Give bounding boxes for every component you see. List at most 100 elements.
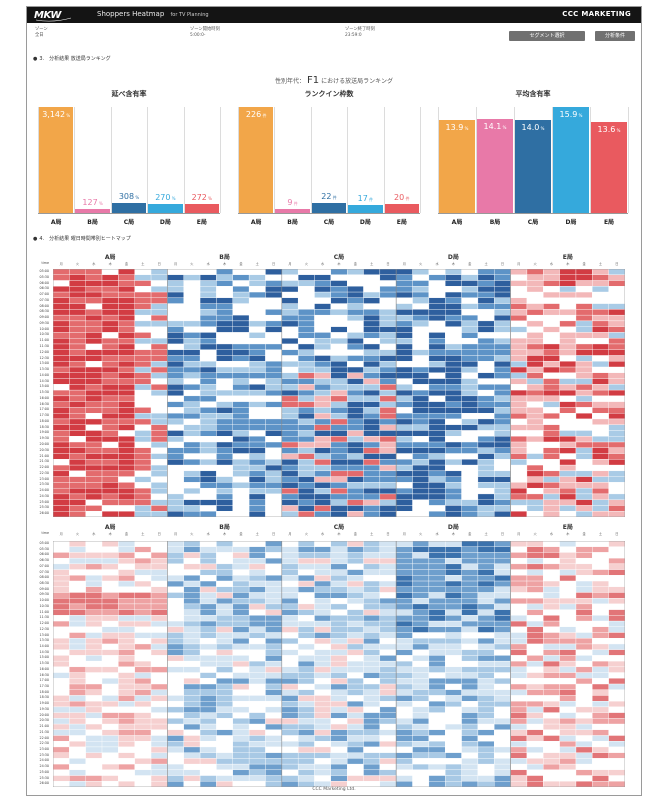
heatmap-time-label: 24:00 <box>39 758 49 763</box>
bar-D局[interactable] <box>348 205 383 213</box>
heatmap-day-label: 水 <box>92 262 96 266</box>
heatmap-time-label: 15:00 <box>39 384 49 389</box>
heatmap-time-label: 19:30 <box>39 436 49 441</box>
heatmap-day-label: 土 <box>598 532 603 536</box>
chart-gridline <box>238 107 239 213</box>
chart-gridline <box>383 107 385 213</box>
heatmap-day-label: 水 <box>206 532 210 536</box>
segment-select-button[interactable]: セグメント選択 <box>509 31 585 41</box>
heatmap-day-label: 日 <box>500 532 504 536</box>
bar-B局[interactable] <box>75 208 110 213</box>
heatmap-time-label: 05:00 <box>39 269 49 273</box>
heatmap-time-label: 17:30 <box>39 413 49 418</box>
heatmap-day-label: 水 <box>92 532 96 536</box>
heatmap-day-label: 水 <box>206 262 210 266</box>
heatmap-grid[interactable] <box>53 541 625 787</box>
heatmap-time-label: 26:00 <box>39 781 49 786</box>
heatmap-station-title: A局 <box>104 524 116 531</box>
heatmap-day-label: 金 <box>353 532 357 536</box>
bar-C局[interactable] <box>111 202 147 213</box>
heatmap-time-label: 06:30 <box>39 558 49 563</box>
heatmap-day-label: 木 <box>451 532 455 536</box>
chart-gridline <box>552 107 553 213</box>
heatmap-station-title: C局 <box>333 254 345 261</box>
bar-A局[interactable] <box>439 120 475 213</box>
heatmap-time-label: 21:00 <box>39 724 49 729</box>
heatmap-grid[interactable] <box>53 269 625 517</box>
heatmap-time-label: 15:00 <box>39 655 49 660</box>
heatmap-time-label: 14:00 <box>39 372 49 377</box>
heatmap-time-label: 06:00 <box>39 280 49 285</box>
bar-D局[interactable] <box>148 203 183 213</box>
heatmap-time-header: time <box>41 261 49 265</box>
heatmap-day-label: 木 <box>337 262 341 266</box>
heatmap-time-label: 10:00 <box>39 598 49 603</box>
zone-value: 全日 <box>35 33 44 38</box>
heatmap-time-label: 23:30 <box>39 752 49 757</box>
section3-heading: ● 3. 分析結果 放送局ランキング <box>33 55 111 62</box>
heatmap-time-label: 08:00 <box>39 575 49 580</box>
heatmap-time-label: 14:00 <box>39 643 49 648</box>
bar-value-label: 308 % <box>118 191 140 201</box>
heatmap-day-label: 金 <box>239 262 243 266</box>
heatmap-time-label: 26:00 <box>39 511 49 516</box>
bar-value-label: 14.0 % <box>521 122 545 132</box>
bar-B局[interactable] <box>275 208 310 213</box>
bar-D局[interactable] <box>553 107 589 213</box>
chart-gridline <box>147 107 149 213</box>
heatmap-time-header: time <box>41 531 49 535</box>
category-label: A局 <box>250 219 262 226</box>
bar-C局[interactable] <box>515 119 551 213</box>
zone-end-label: ゾーン終了時刻 <box>345 27 375 32</box>
bar-E局[interactable] <box>591 122 627 213</box>
heatmap-time-label: 22:00 <box>39 465 49 470</box>
heatmap-station-title: E局 <box>562 524 573 531</box>
bar-E局[interactable] <box>384 203 419 213</box>
heatmap-time-label: 17:00 <box>39 678 49 683</box>
chart-title: ランクイン枠数 <box>304 90 354 98</box>
analysis-conditions-button[interactable]: 分析条件 <box>595 31 635 41</box>
heatmap-time-label: 10:00 <box>39 326 49 331</box>
heatmap-time-label: 17:30 <box>39 684 49 689</box>
heatmap-day-label: 土 <box>598 262 603 266</box>
category-label: E局 <box>396 219 407 226</box>
bar-B局[interactable] <box>477 119 513 213</box>
zone-filter[interactable]: ゾーン 全日 <box>35 27 48 39</box>
heatmap-day-label: 金 <box>124 532 129 536</box>
heatmap-day-label: 金 <box>582 532 586 536</box>
heatmap-time-label: 16:00 <box>39 395 49 400</box>
heatmap-time-label: 20:00 <box>39 712 49 717</box>
zone-start-filter[interactable]: ゾーン開始時刻 5:00:0- <box>190 27 220 39</box>
heatmap-time-label: 20:00 <box>39 442 49 447</box>
zone-start-label: ゾーン開始時刻 <box>190 27 220 32</box>
heatmap-day-label: 土 <box>255 262 259 266</box>
heatmap-time-label: 15:30 <box>39 390 49 395</box>
brand-logo: CCC MARKETING <box>562 10 631 18</box>
heatmap-time-label: 07:30 <box>39 569 49 574</box>
bar-value-label: 17 件 <box>357 194 374 204</box>
heatmap-day-label: 火 <box>304 532 308 536</box>
bar-value-label: 272 % <box>191 192 212 202</box>
heatmap-time-label: 12:00 <box>39 621 49 626</box>
bar-E局[interactable] <box>184 203 219 213</box>
report-page: MKW Shoppers Heatmap for TV Planning CCC… <box>26 6 642 796</box>
heatmap-day-label: 火 <box>419 262 423 266</box>
chart-gridline <box>74 107 76 213</box>
section4-heading: ● 4. 分析結果 曜日時間帯別ヒートマップ <box>33 235 131 242</box>
heatmap-time-label: 08:30 <box>39 581 49 586</box>
heatmap-time-label: 16:00 <box>39 666 49 671</box>
chart-baseline <box>238 213 420 214</box>
bar-A局[interactable] <box>239 107 274 213</box>
bar-C局[interactable] <box>311 202 347 213</box>
chart-gridline <box>438 107 439 213</box>
heatmap-time-label: 21:30 <box>39 729 49 734</box>
heatmap-time-label: 11:00 <box>39 338 49 343</box>
heatmap-time-label: 05:30 <box>39 546 49 551</box>
zone-end-filter[interactable]: ゾーン終了時刻 23:59:0 <box>345 27 375 39</box>
bar-value-label: 13.9 % <box>445 123 469 133</box>
bar-A局[interactable] <box>39 107 74 213</box>
chart-gridline <box>220 107 221 213</box>
bar-value-label: 127 % <box>82 197 103 207</box>
heatmap-station-title: B局 <box>219 524 230 531</box>
heatmap-time-label: 13:00 <box>39 361 49 366</box>
